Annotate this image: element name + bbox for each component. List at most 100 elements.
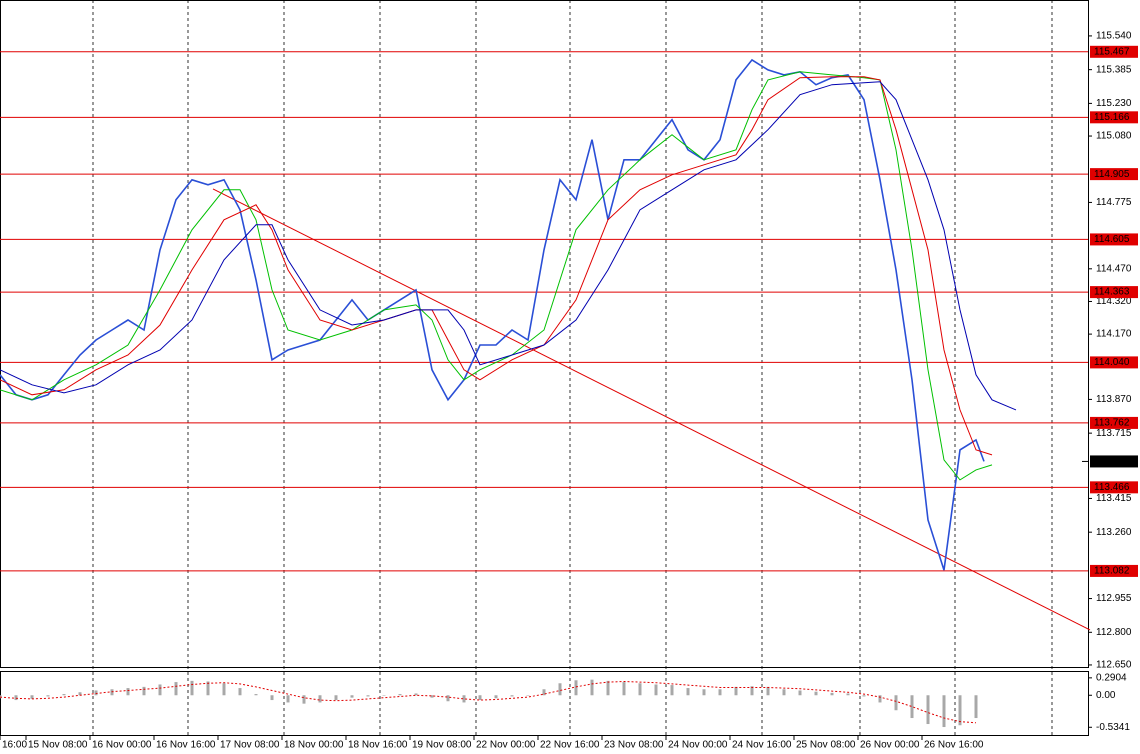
histogram-bar (622, 682, 626, 696)
histogram-bar (286, 695, 290, 703)
histogram-bar (238, 688, 242, 696)
histogram-bar (910, 695, 914, 719)
x-tick-label: 25 Nov 08:00 (796, 740, 856, 751)
histogram-bar (126, 688, 130, 696)
histogram-bar (318, 695, 322, 703)
histogram-bar (446, 695, 450, 702)
price-line (0, 58, 985, 571)
histogram-bar (702, 689, 706, 696)
histogram-bar (558, 683, 562, 696)
y-tick-label: 114.775 (1096, 197, 1132, 208)
level-label: 113.082 (1094, 566, 1130, 577)
level-tag (1090, 416, 1138, 429)
level-label: 113.762 (1094, 418, 1130, 429)
x-tick-label: 26 Nov 16:00 (924, 740, 984, 751)
histogram-bar (686, 688, 690, 696)
histogram-bar (46, 695, 50, 697)
x-tick-label: 26 Nov 00:00 (860, 740, 920, 751)
x-tick-label: 16:00 (2, 740, 27, 751)
histogram-bar (414, 693, 418, 696)
histogram-bar (798, 690, 802, 696)
histogram-bar (222, 683, 226, 696)
x-tick-label: 18 Nov 16:00 (348, 740, 408, 751)
histogram-bar (510, 695, 514, 697)
level-label: 114.905 (1094, 169, 1130, 180)
histogram-bar (926, 695, 930, 725)
histogram-bar (350, 695, 354, 698)
histogram-bar (654, 684, 658, 696)
y-tick-label: -0.5341 (1096, 722, 1130, 733)
level-tag (1090, 111, 1138, 124)
histogram-bar (206, 681, 210, 696)
histogram-bar (958, 695, 962, 726)
histogram-bar (254, 694, 258, 696)
histogram-bar (862, 695, 866, 697)
x-tick-label: 16 Nov 16:00 (156, 740, 216, 751)
current-price-label: 113.585 (1094, 456, 1130, 467)
moving-average (0, 76, 993, 456)
histogram-bar (270, 695, 274, 701)
histogram-bar (78, 692, 82, 696)
level-tag (1090, 564, 1138, 577)
histogram-bar (158, 684, 162, 696)
histogram-bar (30, 695, 34, 699)
histogram-bar (542, 689, 546, 696)
histogram-bar (366, 695, 370, 697)
x-tick-label: 23 Nov 08:00 (604, 740, 664, 751)
y-tick-label: 114.170 (1096, 329, 1132, 340)
level-label: 114.605 (1094, 234, 1130, 245)
y-tick-label: 115.540 (1096, 31, 1132, 42)
histogram-bar (142, 686, 146, 696)
current-price-tag (1090, 455, 1138, 468)
histogram-bar (302, 695, 306, 704)
x-tick-label: 22 Nov 16:00 (540, 740, 600, 751)
histogram-bar (638, 683, 642, 696)
histogram-bar (814, 691, 818, 696)
y-tick-label: 114.320 (1096, 296, 1132, 307)
level-label: 115.467 (1094, 46, 1130, 57)
y-tick-label: 112.800 (1096, 627, 1132, 638)
histogram-bar (526, 695, 530, 696)
y-tick-label: 0.00 (1096, 690, 1116, 701)
histogram-bar (766, 686, 770, 696)
x-tick-label: 16 Nov 00:00 (92, 740, 152, 751)
histogram-bar (734, 686, 738, 696)
level-tag (1090, 286, 1138, 299)
histogram-bar (878, 695, 882, 703)
y-tick-label: 115.230 (1096, 98, 1132, 109)
level-label: 113.466 (1094, 482, 1130, 493)
y-tick-label: 115.385 (1096, 64, 1132, 75)
level-label: 115.166 (1094, 112, 1130, 123)
histogram-bar (942, 695, 946, 728)
histogram-bar (894, 695, 898, 711)
trend-line (212, 188, 1091, 631)
histogram-bar (478, 695, 482, 701)
histogram-bar (382, 695, 386, 696)
indicator-frame (0, 671, 1089, 736)
x-tick-label: 18 Nov 00:00 (284, 740, 344, 751)
level-tag (1090, 168, 1138, 181)
x-tick-label: 19 Nov 08:00 (412, 740, 472, 751)
histogram-bar (590, 679, 594, 696)
y-tick-label: 114.470 (1096, 263, 1132, 274)
level-tag (1090, 356, 1138, 369)
y-tick-label: 113.260 (1096, 527, 1132, 538)
histogram-bar (606, 680, 610, 696)
histogram-bar (14, 695, 18, 701)
x-tick-label: 24 Nov 16:00 (732, 740, 792, 751)
histogram-bar (94, 690, 98, 696)
x-tick-label: 17 Nov 08:00 (220, 740, 280, 751)
histogram-bar (398, 694, 402, 696)
histogram-bar (174, 682, 178, 696)
histogram-bar (494, 695, 498, 699)
x-tick-label: 22 Nov 00:00 (476, 740, 536, 751)
histogram-bar (462, 695, 466, 703)
histogram-bar (334, 695, 338, 701)
level-tag (1090, 45, 1138, 58)
moving-average (0, 81, 1017, 411)
y-tick-label: 113.715 (1096, 428, 1132, 439)
level-label: 114.040 (1094, 357, 1130, 368)
level-label: 114.363 (1094, 287, 1130, 298)
